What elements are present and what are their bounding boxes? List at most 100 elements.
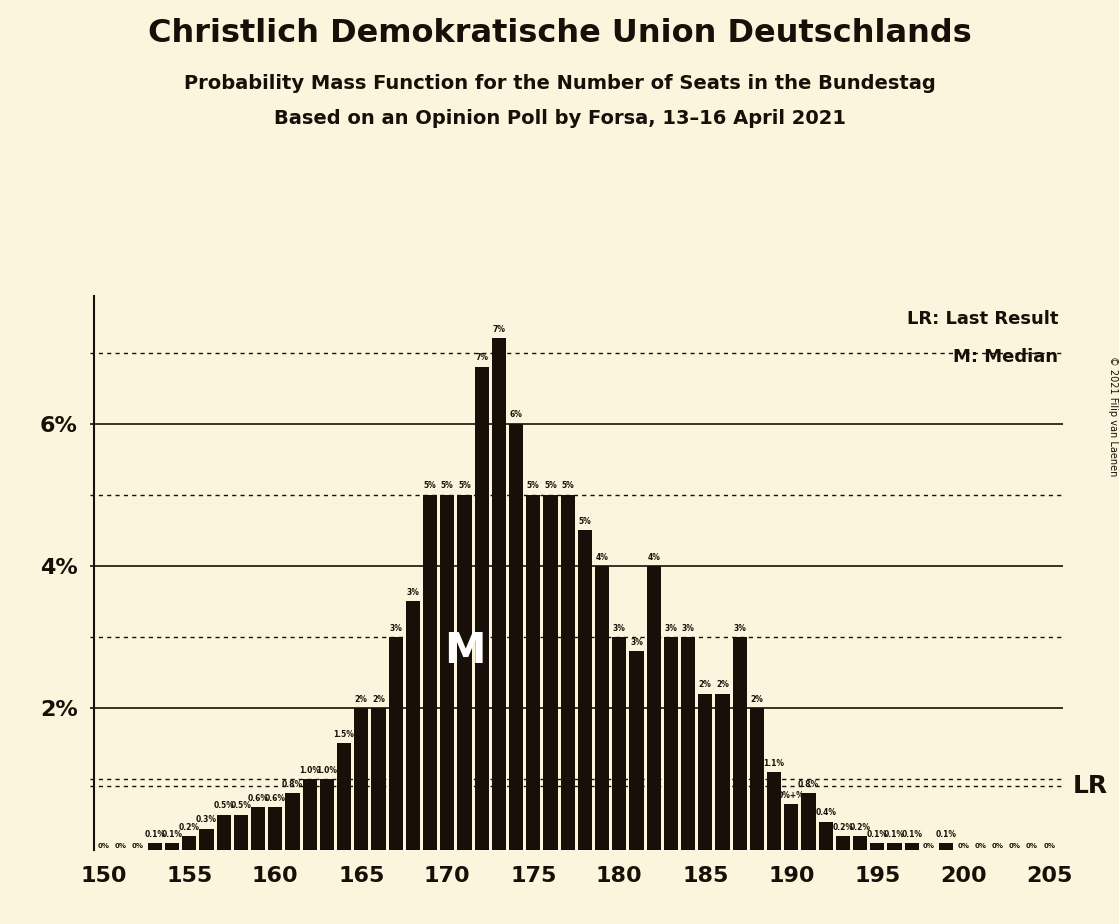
Bar bbox=[612, 637, 627, 850]
Text: 5%: 5% bbox=[458, 481, 471, 491]
Bar bbox=[440, 494, 454, 850]
Bar bbox=[526, 494, 540, 850]
Text: 2%: 2% bbox=[355, 695, 368, 704]
Text: 0%: 0% bbox=[1043, 843, 1055, 848]
Text: 5%: 5% bbox=[527, 481, 539, 491]
Text: 0%: 0% bbox=[132, 843, 143, 848]
Bar bbox=[285, 793, 300, 850]
Text: 3%: 3% bbox=[681, 624, 695, 633]
Text: 7%: 7% bbox=[476, 354, 488, 362]
Bar bbox=[388, 637, 403, 850]
Text: 0.1%: 0.1% bbox=[144, 830, 166, 839]
Text: 4%: 4% bbox=[647, 553, 660, 562]
Bar bbox=[474, 367, 489, 850]
Text: 5%: 5% bbox=[544, 481, 557, 491]
Bar bbox=[251, 808, 265, 850]
Text: © 2021 Filip van Laenen: © 2021 Filip van Laenen bbox=[1109, 356, 1118, 476]
Bar bbox=[853, 836, 867, 850]
Bar bbox=[509, 423, 524, 850]
Text: 0.6%: 0.6% bbox=[265, 794, 285, 803]
Bar bbox=[836, 836, 850, 850]
Text: 0.2%: 0.2% bbox=[849, 822, 871, 832]
Text: 0%: 0% bbox=[975, 843, 987, 848]
Bar bbox=[819, 821, 833, 850]
Bar bbox=[148, 843, 162, 850]
Text: Based on an Opinion Poll by Forsa, 13–16 April 2021: Based on an Opinion Poll by Forsa, 13–16… bbox=[273, 109, 846, 128]
Text: 0.8%: 0.8% bbox=[282, 780, 303, 789]
Text: 0.6%: 0.6% bbox=[247, 794, 269, 803]
Bar bbox=[355, 708, 368, 850]
Text: 0%: 0% bbox=[923, 843, 934, 848]
Text: 1.5%: 1.5% bbox=[333, 730, 355, 739]
Text: 0%: 0% bbox=[1026, 843, 1038, 848]
Text: 0.5%: 0.5% bbox=[231, 801, 252, 810]
Bar bbox=[733, 637, 746, 850]
Bar bbox=[561, 494, 575, 850]
Text: 3%: 3% bbox=[665, 624, 677, 633]
Text: Probability Mass Function for the Number of Seats in the Bundestag: Probability Mass Function for the Number… bbox=[184, 74, 935, 93]
Bar bbox=[337, 744, 351, 850]
Text: M: M bbox=[444, 630, 486, 672]
Text: 0.4%: 0.4% bbox=[815, 808, 836, 818]
Bar bbox=[544, 494, 557, 850]
Bar bbox=[647, 565, 660, 850]
Bar bbox=[182, 836, 196, 850]
Text: 5%: 5% bbox=[579, 517, 591, 526]
Text: 2%: 2% bbox=[699, 680, 712, 689]
Text: 3%: 3% bbox=[613, 624, 626, 633]
Bar bbox=[492, 338, 506, 850]
Text: LR: LR bbox=[1073, 774, 1108, 798]
Text: 5%: 5% bbox=[562, 481, 574, 491]
Text: 0.3%: 0.3% bbox=[196, 816, 217, 824]
Text: 5%: 5% bbox=[441, 481, 453, 491]
Text: 0%+%: 0%+% bbox=[778, 791, 805, 799]
Bar bbox=[750, 708, 764, 850]
Bar bbox=[372, 708, 386, 850]
Text: 2%: 2% bbox=[372, 695, 385, 704]
Text: 0.5%: 0.5% bbox=[214, 801, 234, 810]
Text: M: Median: M: Median bbox=[953, 348, 1059, 366]
Bar bbox=[595, 565, 609, 850]
Text: 0.1%: 0.1% bbox=[161, 830, 182, 839]
Bar bbox=[767, 772, 781, 850]
Bar bbox=[406, 602, 420, 850]
Bar bbox=[904, 843, 919, 850]
Text: 1.1%: 1.1% bbox=[763, 759, 784, 768]
Text: Christlich Demokratische Union Deutschlands: Christlich Demokratische Union Deutschla… bbox=[148, 18, 971, 50]
Bar bbox=[199, 829, 214, 850]
Text: 0.2%: 0.2% bbox=[179, 822, 200, 832]
Text: 7%: 7% bbox=[492, 325, 506, 334]
Bar bbox=[217, 815, 231, 850]
Bar bbox=[577, 530, 592, 850]
Text: 3%: 3% bbox=[733, 624, 746, 633]
Text: 0.1%: 0.1% bbox=[867, 830, 887, 839]
Text: 2%: 2% bbox=[751, 695, 763, 704]
Bar bbox=[698, 694, 713, 850]
Text: 2%: 2% bbox=[716, 680, 728, 689]
Bar bbox=[681, 637, 695, 850]
Bar bbox=[302, 779, 317, 850]
Bar bbox=[164, 843, 179, 850]
Text: 0%: 0% bbox=[114, 843, 126, 848]
Text: 0%: 0% bbox=[97, 843, 110, 848]
Bar bbox=[269, 808, 282, 850]
Text: 3%: 3% bbox=[630, 638, 643, 647]
Text: 0.8%: 0.8% bbox=[798, 780, 819, 789]
Text: LR: Last Result: LR: Last Result bbox=[906, 310, 1059, 327]
Bar bbox=[871, 843, 884, 850]
Text: 1.0%: 1.0% bbox=[299, 766, 320, 774]
Bar bbox=[715, 694, 730, 850]
Bar bbox=[784, 804, 798, 850]
Text: 0%: 0% bbox=[991, 843, 1004, 848]
Text: 0.1%: 0.1% bbox=[935, 830, 957, 839]
Text: 0.1%: 0.1% bbox=[884, 830, 905, 839]
Bar bbox=[629, 651, 643, 850]
Bar bbox=[939, 843, 953, 850]
Text: 5%: 5% bbox=[424, 481, 436, 491]
Bar bbox=[234, 815, 248, 850]
Text: 6%: 6% bbox=[509, 410, 523, 419]
Text: 4%: 4% bbox=[595, 553, 609, 562]
Bar bbox=[458, 494, 471, 850]
Bar bbox=[423, 494, 438, 850]
Bar bbox=[801, 793, 816, 850]
